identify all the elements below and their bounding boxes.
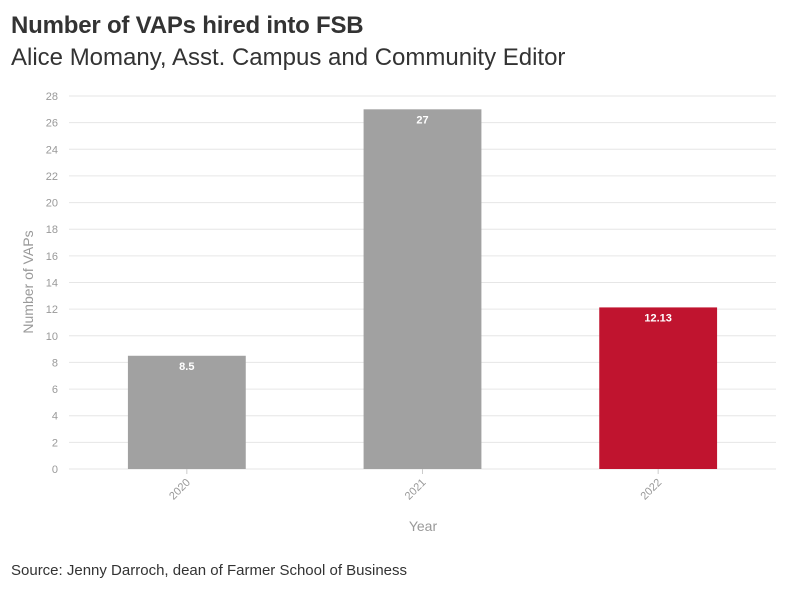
y-tick-label: 2 bbox=[52, 437, 58, 449]
y-tick-label: 6 bbox=[52, 384, 58, 396]
y-tick-label: 8 bbox=[52, 357, 58, 369]
data-label: 27 bbox=[416, 114, 428, 126]
y-tick-label: 22 bbox=[46, 171, 58, 183]
source-note: Source: Jenny Darroch, dean of Farmer Sc… bbox=[11, 562, 408, 579]
chart-subtitle: Alice Momany, Asst. Campus and Community… bbox=[11, 44, 566, 71]
x-axis-title: Year bbox=[409, 518, 438, 534]
data-label: 12.13 bbox=[644, 312, 672, 324]
y-tick-label: 0 bbox=[52, 464, 58, 476]
x-tick-label: 2021 bbox=[403, 477, 429, 503]
data-label: 8.5 bbox=[179, 361, 194, 373]
x-tick-label: 2020 bbox=[167, 477, 193, 503]
bar-2020 bbox=[127, 355, 246, 469]
y-tick-label: 26 bbox=[46, 118, 58, 130]
y-axis-title: Number of VAPs bbox=[20, 230, 36, 333]
x-tick-label: 2022 bbox=[638, 477, 664, 503]
y-tick-label: 12 bbox=[46, 304, 58, 316]
bar-2021 bbox=[363, 109, 482, 470]
y-tick-label: 20 bbox=[46, 198, 58, 210]
y-tick-label: 10 bbox=[46, 331, 58, 343]
y-tick-label: 28 bbox=[46, 91, 58, 103]
bar-2022 bbox=[599, 307, 718, 469]
chart-title: Number of VAPs hired into FSB bbox=[11, 12, 364, 39]
y-tick-label: 18 bbox=[46, 224, 58, 236]
bars: 8.5 27 12.13 bbox=[127, 109, 718, 470]
x-axis-ticks: 2020 2021 2022 bbox=[167, 469, 664, 502]
y-tick-label: 14 bbox=[46, 278, 58, 290]
y-tick-label: 24 bbox=[46, 144, 58, 156]
y-tick-label: 4 bbox=[52, 411, 58, 423]
y-tick-label: 16 bbox=[46, 251, 58, 263]
